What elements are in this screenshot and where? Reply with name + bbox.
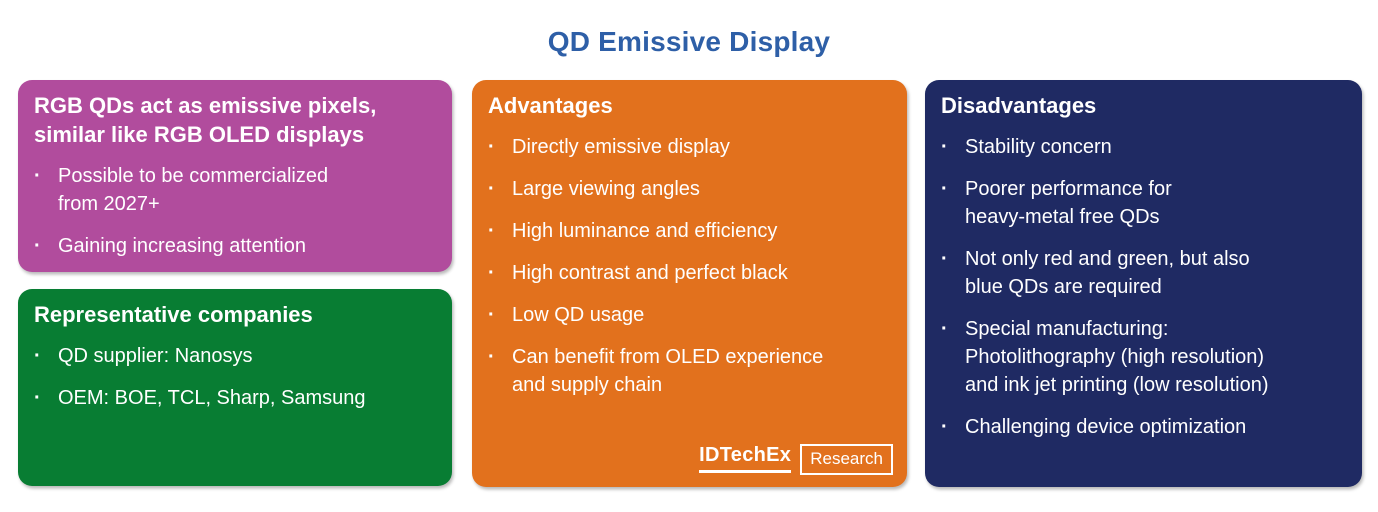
- list-item-text: Large viewing angles: [512, 178, 700, 200]
- bullet-icon: ·: [34, 345, 41, 367]
- advantages-list: · Directly emissive display · Large view…: [472, 120, 907, 399]
- list-item-text: High luminance and efficiency: [512, 220, 778, 242]
- list-item: · QD supplier: Nanosys: [34, 342, 438, 370]
- list-item: · Special manufacturing: Photolithograph…: [941, 315, 1348, 399]
- list-item: · High contrast and perfect black: [488, 259, 893, 287]
- bullet-icon: ·: [941, 248, 948, 270]
- list-item: · Not only red and green, but also blue …: [941, 245, 1348, 301]
- companies-list: · QD supplier: Nanosys · OEM: BOE, TCL, …: [18, 329, 452, 412]
- list-item-text: Low QD usage: [512, 304, 645, 326]
- bullet-icon: ·: [488, 262, 495, 284]
- list-item-text: High contrast and perfect black: [512, 262, 788, 284]
- list-item: · Gaining increasing attention: [34, 232, 438, 260]
- list-item: · Large viewing angles: [488, 175, 893, 203]
- bullet-icon: ·: [941, 416, 948, 438]
- bullet-icon: ·: [34, 165, 41, 187]
- bullet-icon: ·: [488, 304, 495, 326]
- list-item-text: Stability concern: [965, 136, 1112, 158]
- list-item: · Possible to be commercialized from 202…: [34, 162, 438, 218]
- list-item: · OEM: BOE, TCL, Sharp, Samsung: [34, 384, 438, 412]
- list-item-text: Not only red and green, but also blue QD…: [965, 248, 1250, 298]
- bullet-icon: ·: [34, 387, 41, 409]
- list-item: · Can benefit from OLED experience and s…: [488, 343, 893, 399]
- disadvantages-heading: Disadvantages: [941, 93, 1097, 118]
- advantages-heading: Advantages: [488, 93, 613, 118]
- list-item: · Stability concern: [941, 133, 1348, 161]
- overview-heading: RGB QDs act as emissive pixels, similar …: [34, 93, 377, 147]
- idtechex-research-label: Research: [800, 444, 893, 475]
- list-item-text: Challenging device optimization: [965, 416, 1247, 438]
- disadvantages-box: Disadvantages · Stability concern · Poor…: [925, 80, 1362, 487]
- list-item-text: Can benefit from OLED experience and sup…: [512, 346, 824, 396]
- bullet-icon: ·: [941, 136, 948, 158]
- list-item-text: Gaining increasing attention: [58, 235, 306, 257]
- bullet-icon: ·: [488, 178, 495, 200]
- list-item: · Directly emissive display: [488, 133, 893, 161]
- idtechex-brand-wordmark: IDTechEx: [699, 444, 792, 473]
- bullet-icon: ·: [488, 136, 495, 158]
- overview-box: RGB QDs act as emissive pixels, similar …: [18, 80, 452, 272]
- list-item: · Poorer performance for heavy-metal fre…: [941, 175, 1348, 231]
- list-item-text: OEM: BOE, TCL, Sharp, Samsung: [58, 387, 366, 409]
- list-item: · Low QD usage: [488, 301, 893, 329]
- list-item-text: QD supplier: Nanosys: [58, 345, 253, 367]
- list-item-text: Special manufacturing: Photolithography …: [965, 318, 1269, 396]
- companies-box: Representative companies · QD supplier: …: [18, 289, 452, 486]
- disadvantages-list: · Stability concern · Poorer performance…: [925, 120, 1362, 441]
- list-item-text: Poorer performance for heavy-metal free …: [965, 178, 1172, 228]
- bullet-icon: ·: [488, 346, 495, 368]
- list-item: · High luminance and efficiency: [488, 217, 893, 245]
- bullet-icon: ·: [941, 178, 948, 200]
- bullet-icon: ·: [488, 220, 495, 242]
- list-item-text: Directly emissive display: [512, 136, 730, 158]
- overview-list: · Possible to be commercialized from 202…: [18, 149, 452, 260]
- advantages-box: Advantages · Directly emissive display ·…: [472, 80, 907, 487]
- idtechex-logo: IDTechEx Research: [699, 444, 893, 475]
- companies-heading: Representative companies: [34, 302, 313, 327]
- page-title: QD Emissive Display: [547, 26, 831, 57]
- bullet-icon: ·: [34, 235, 41, 257]
- list-item: · Challenging device optimization: [941, 413, 1348, 441]
- list-item-text: Possible to be commercialized from 2027+: [58, 165, 329, 215]
- bullet-icon: ·: [941, 318, 948, 340]
